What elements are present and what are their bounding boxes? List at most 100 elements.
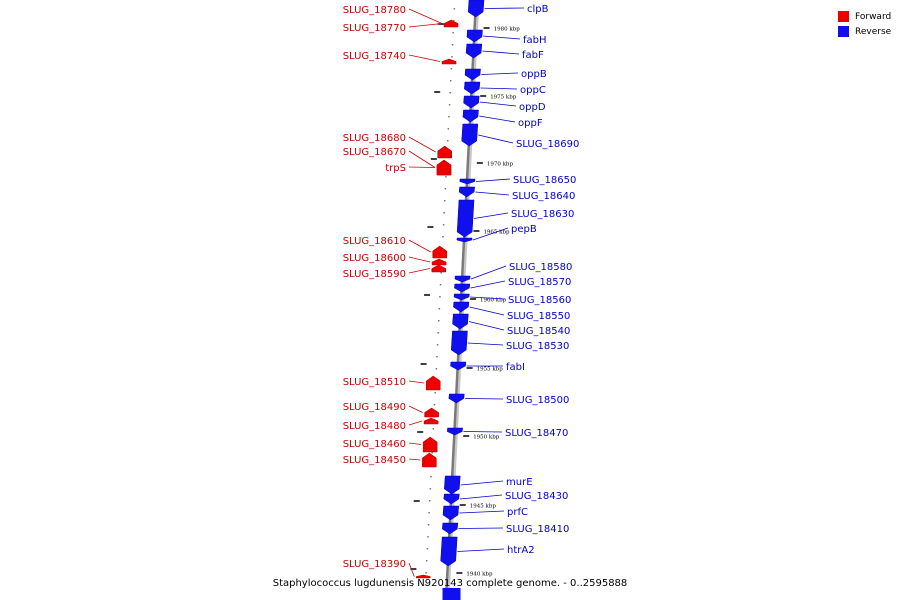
genome-caption: Staphylococcus lugdunensis N920143 compl… bbox=[272, 578, 628, 589]
gene-label-forward: SLUG_18680 bbox=[343, 133, 406, 144]
kbp-label: 1970 kbp bbox=[487, 162, 514, 168]
gene-leader-reverse bbox=[470, 265, 507, 280]
tick-dot bbox=[434, 392, 436, 394]
gene-arrow-reverse bbox=[442, 588, 461, 600]
gene-label-forward: SLUG_18770 bbox=[343, 23, 406, 34]
gene-leader-reverse bbox=[480, 87, 518, 90]
tick-dot bbox=[439, 296, 441, 298]
gene-arrow-forward bbox=[431, 258, 447, 266]
gene-label-reverse: oppD bbox=[519, 102, 546, 113]
gene-leader-forward bbox=[408, 420, 423, 426]
gene-arrow-reverse bbox=[458, 186, 475, 198]
tick-dot bbox=[433, 404, 436, 406]
gene-leader-forward bbox=[408, 256, 431, 263]
gene-label-reverse: oppF bbox=[518, 118, 543, 129]
gene-leader-reverse bbox=[465, 398, 504, 400]
gene-leader-reverse bbox=[458, 527, 504, 529]
gene-label-forward: SLUG_18450 bbox=[343, 455, 406, 466]
gene-leader-reverse bbox=[475, 178, 511, 182]
gene-arrow-reverse bbox=[448, 393, 465, 404]
kbp-label: 1975 kbp bbox=[490, 95, 517, 101]
gene-label-reverse: SLUG_18500 bbox=[506, 395, 569, 406]
legend: Forward Reverse bbox=[838, 9, 891, 39]
legend-item-forward[interactable]: Forward bbox=[838, 9, 891, 24]
gene-arrow-forward bbox=[432, 245, 447, 259]
gene-leader-reverse bbox=[475, 191, 510, 196]
gene-leader-reverse bbox=[478, 134, 514, 144]
gene-label-forward: SLUG_18740 bbox=[343, 51, 406, 62]
gene-leader-reverse bbox=[483, 35, 521, 40]
gene-arrow-reverse bbox=[461, 123, 479, 147]
gene-leader-reverse bbox=[474, 212, 509, 219]
gene-label-forward: SLUG_18670 bbox=[343, 147, 406, 158]
gene-label-forward: SLUG_18490 bbox=[343, 402, 406, 413]
gene-leader-forward bbox=[408, 136, 436, 153]
tick-dot bbox=[436, 356, 438, 358]
legend-label-forward: Forward bbox=[855, 11, 892, 22]
gene-arrow-forward bbox=[437, 145, 452, 159]
gene-label-reverse: SLUG_18430 bbox=[505, 491, 568, 502]
tick-dot bbox=[442, 236, 444, 238]
gene-leader-reverse bbox=[479, 115, 516, 123]
tick-dot bbox=[445, 176, 447, 178]
gene-arrow-reverse bbox=[440, 536, 458, 567]
gene-arrow-forward bbox=[436, 159, 452, 176]
gene-leader-forward bbox=[408, 8, 443, 24]
tick-dot bbox=[424, 584, 427, 586]
gene-label-reverse: SLUG_18690 bbox=[516, 139, 579, 150]
gene-arrow-reverse bbox=[464, 68, 481, 81]
gene-leader-forward bbox=[408, 54, 441, 62]
gene-label-forward: SLUG_18510 bbox=[343, 377, 406, 388]
gene-label-reverse: SLUG_18650 bbox=[513, 175, 576, 186]
gene-leader-reverse bbox=[460, 494, 503, 500]
gene-label-forward: SLUG_18590 bbox=[343, 269, 406, 280]
gene-label-forward: SLUG_18600 bbox=[343, 253, 406, 264]
gene-leader-reverse bbox=[481, 72, 519, 75]
tick-dot bbox=[432, 428, 435, 430]
gene-leader-reverse bbox=[472, 227, 509, 241]
gene-arrow-reverse bbox=[442, 522, 459, 535]
gene-label-forward: SLUG_18390 bbox=[343, 559, 406, 570]
legend-label-reverse: Reverse bbox=[855, 26, 892, 37]
tick-dot bbox=[430, 476, 432, 478]
gene-arrow-forward bbox=[422, 452, 437, 468]
gene-arrow-forward bbox=[416, 574, 431, 579]
tick-dot bbox=[429, 500, 431, 502]
gene-arrow-reverse bbox=[456, 199, 475, 238]
tick-dot bbox=[429, 488, 432, 490]
gene-label-reverse: SLUG_18550 bbox=[507, 311, 570, 322]
gene-arrow-forward bbox=[424, 407, 439, 418]
gene-arrow-reverse bbox=[452, 313, 469, 330]
gene-arrow-forward bbox=[443, 19, 459, 28]
tick-dot bbox=[438, 308, 441, 310]
gene-leader-reverse bbox=[460, 480, 504, 486]
gene-leader-forward bbox=[408, 239, 431, 253]
legend-item-reverse[interactable]: Reverse bbox=[838, 24, 891, 39]
tick-dot bbox=[450, 68, 453, 70]
gene-leader-reverse bbox=[463, 431, 503, 433]
gene-leader-forward bbox=[408, 458, 421, 461]
kbp-label: 1945 kbp bbox=[470, 504, 497, 510]
tick-dot bbox=[440, 272, 442, 274]
gene-arrow-reverse bbox=[453, 301, 470, 313]
gene-arrow-reverse bbox=[463, 95, 480, 109]
gene-leader-forward bbox=[408, 380, 425, 384]
gene-arrow-reverse bbox=[444, 475, 461, 495]
tick-dot bbox=[451, 56, 453, 58]
gene-label-forward: SLUG_18610 bbox=[343, 236, 406, 247]
tick-dot bbox=[448, 104, 451, 106]
gene-label-reverse: htrA2 bbox=[507, 545, 535, 556]
gene-arrow-reverse bbox=[450, 330, 468, 356]
tick-dot bbox=[443, 212, 445, 214]
gene-leader-forward bbox=[408, 268, 430, 274]
tick-dot bbox=[436, 344, 439, 346]
gene-leader-reverse bbox=[479, 101, 517, 107]
tick-dot bbox=[448, 116, 450, 118]
gene-label-reverse: SLUG_18580 bbox=[509, 262, 572, 273]
gene-arrow-reverse bbox=[442, 505, 459, 521]
kbp-label: 1965 kbp bbox=[483, 230, 510, 236]
tick-dot bbox=[431, 452, 433, 454]
tick-dot bbox=[435, 368, 438, 370]
gene-leader-forward bbox=[408, 442, 422, 445]
gene-arrow-forward bbox=[425, 375, 441, 391]
